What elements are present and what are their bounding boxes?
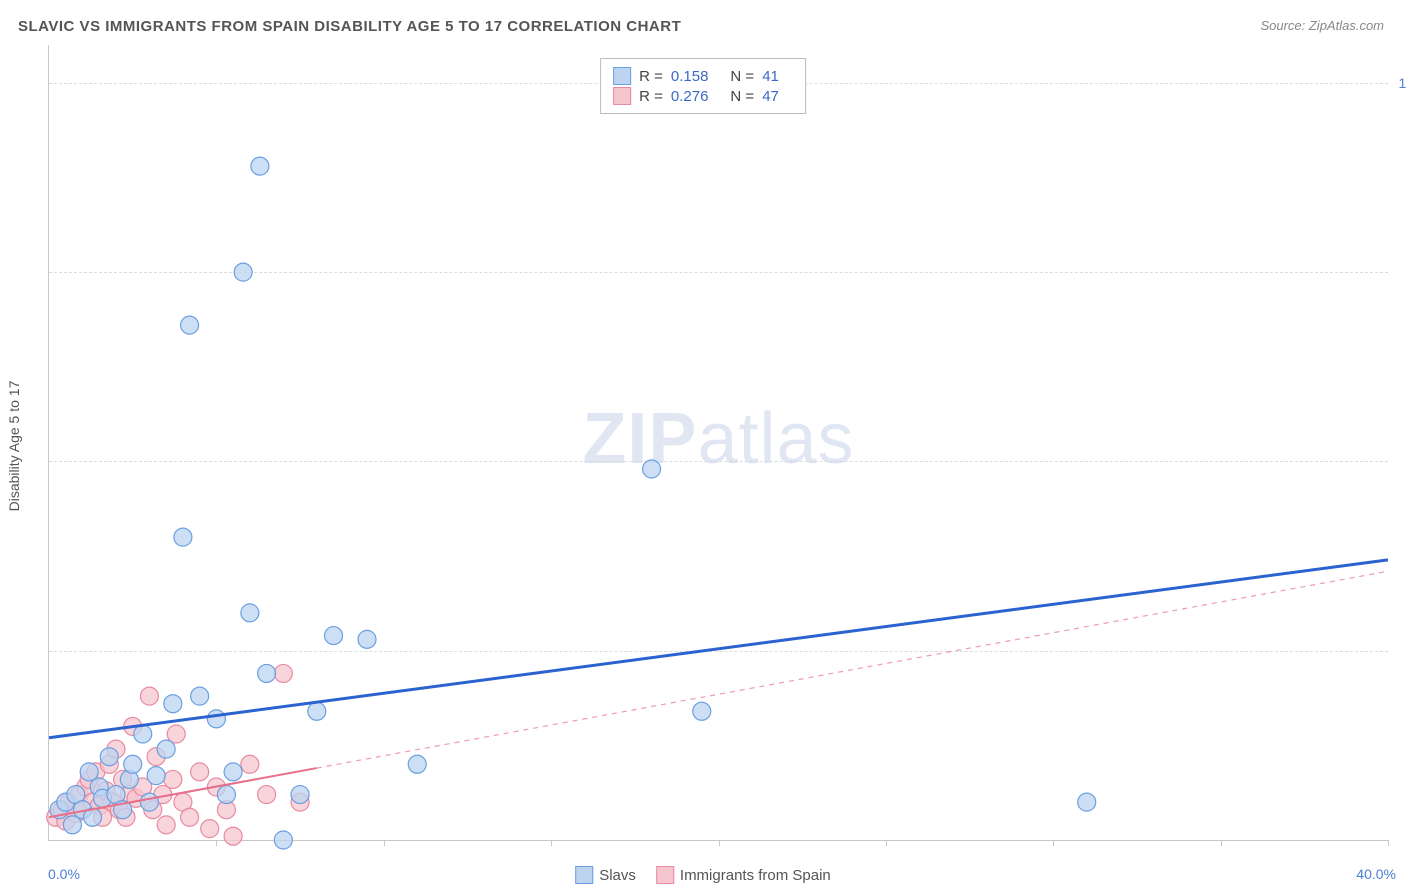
data-point — [643, 460, 661, 478]
y-tick-label: 25.0% — [1396, 643, 1406, 659]
data-point — [134, 725, 152, 743]
y-axis-label: Disability Age 5 to 17 — [6, 381, 22, 512]
data-point — [191, 763, 209, 781]
data-point — [274, 831, 292, 849]
correlation-legend: R = 0.158 N = 41 R = 0.276 N = 47 — [600, 58, 806, 114]
legend-swatch — [656, 866, 674, 884]
data-point — [224, 827, 242, 845]
data-point — [234, 263, 252, 281]
legend-row: R = 0.158 N = 41 — [613, 67, 793, 85]
legend-label: Immigrants from Spain — [680, 867, 831, 884]
data-point — [181, 316, 199, 334]
x-tick — [886, 840, 887, 846]
data-point — [124, 755, 142, 773]
data-point — [408, 755, 426, 773]
data-point — [201, 820, 219, 838]
series-legend: Slavs Immigrants from Spain — [575, 866, 831, 884]
data-point — [291, 786, 309, 804]
legend-n-value: 41 — [762, 68, 779, 85]
x-tick — [1388, 840, 1389, 846]
x-axis-max-label: 40.0% — [1356, 866, 1396, 882]
legend-row: R = 0.276 N = 47 — [613, 87, 793, 105]
data-point — [167, 725, 185, 743]
data-point — [100, 748, 118, 766]
source-attribution: Source: ZipAtlas.com — [1260, 18, 1384, 33]
data-point — [693, 702, 711, 720]
data-point — [217, 786, 235, 804]
legend-swatch — [613, 87, 631, 105]
legend-n-label: N = — [730, 68, 754, 85]
y-tick-label: 50.0% — [1396, 453, 1406, 469]
data-point — [308, 702, 326, 720]
data-point — [147, 767, 165, 785]
data-point — [274, 664, 292, 682]
data-point — [157, 816, 175, 834]
x-tick — [551, 840, 552, 846]
data-point — [258, 664, 276, 682]
data-point — [80, 763, 98, 781]
data-point — [191, 687, 209, 705]
data-point — [157, 740, 175, 758]
legend-n-value: 47 — [762, 88, 779, 105]
x-tick — [216, 840, 217, 846]
legend-swatch — [613, 67, 631, 85]
data-point — [358, 630, 376, 648]
legend-n-label: N = — [730, 88, 754, 105]
data-point — [164, 695, 182, 713]
data-point — [241, 604, 259, 622]
data-point — [63, 816, 81, 834]
chart-svg — [49, 45, 1388, 840]
legend-item: Slavs — [575, 866, 636, 884]
data-point — [258, 786, 276, 804]
data-point — [207, 710, 225, 728]
trend-line-extrapolated — [317, 571, 1388, 768]
data-point — [174, 528, 192, 546]
x-tick — [1053, 840, 1054, 846]
chart-title: SLAVIC VS IMMIGRANTS FROM SPAIN DISABILI… — [18, 18, 681, 35]
data-point — [251, 157, 269, 175]
y-tick-label: 75.0% — [1396, 264, 1406, 280]
legend-r-value: 0.276 — [671, 88, 709, 105]
data-point — [224, 763, 242, 781]
data-point — [241, 755, 259, 773]
plot-area: ZIPatlas 25.0%50.0%75.0%100.0% — [48, 45, 1388, 841]
legend-r-label: R = — [639, 68, 663, 85]
legend-r-value: 0.158 — [671, 68, 709, 85]
trend-line — [49, 560, 1388, 738]
data-point — [181, 808, 199, 826]
legend-r-label: R = — [639, 88, 663, 105]
data-point — [1078, 793, 1096, 811]
legend-label: Slavs — [599, 867, 636, 884]
data-point — [140, 687, 158, 705]
x-tick — [384, 840, 385, 846]
legend-swatch — [575, 866, 593, 884]
y-tick-label: 100.0% — [1396, 75, 1406, 91]
data-point — [164, 770, 182, 788]
legend-item: Immigrants from Spain — [656, 866, 831, 884]
data-point — [325, 627, 343, 645]
x-tick — [719, 840, 720, 846]
data-point — [140, 793, 158, 811]
x-tick — [1221, 840, 1222, 846]
x-axis-min-label: 0.0% — [48, 866, 80, 882]
